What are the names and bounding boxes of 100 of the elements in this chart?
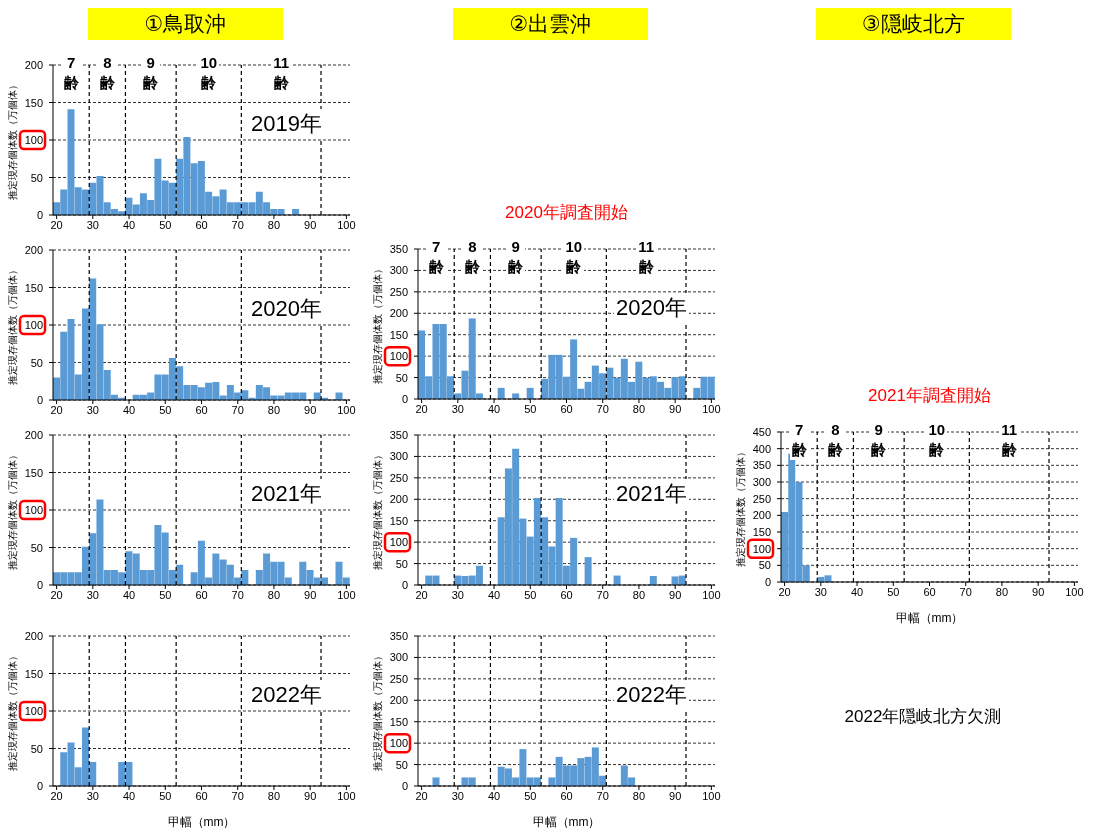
x-tick-label: 80 [267,588,281,601]
chart-title: ②出雲沖 [453,8,648,40]
x-tick-label: 100 [337,789,356,802]
y-tick-label: 0 [36,209,43,221]
y-tick-label: 100 [24,134,43,146]
x-axis-title: 甲幅（mm） [167,815,236,829]
x-tick-label: 30 [451,588,464,601]
x-tick-label: 20 [415,789,428,802]
y-axis-title: 推定現存個体数（万個体） [372,450,384,570]
y-tick-label: 400 [752,442,771,455]
x-tick-label: 20 [415,402,428,415]
x-tick-label: 70 [231,588,244,601]
x-tick-label: 50 [159,789,172,802]
y-tick-label: 100 [389,536,408,549]
annotation: 11 齢 [999,420,1020,460]
x-tick-label: 90 [304,789,317,802]
y-axis-title: 推定現存個体数（万個体） [7,651,19,771]
y-tick-label: 50 [30,356,43,369]
annotation: 10 齢 [198,53,220,93]
y-tick-label: 200 [752,509,771,522]
x-tick-label: 40 [487,402,501,415]
y-tick-label: 200 [24,59,43,71]
x-tick-label: 70 [596,402,609,415]
x-tick-label: 60 [560,789,573,802]
x-tick-label: 50 [524,588,537,601]
y-tick-label: 250 [752,492,771,505]
y-tick-label: 150 [24,281,43,294]
x-tick-label: 60 [195,218,208,231]
x-tick-label: 60 [195,403,208,416]
y-tick-label: 0 [36,579,43,591]
y-tick-label: 100 [24,705,43,717]
y-tick-label: 0 [36,394,43,406]
y-tick-label: 250 [389,285,408,298]
x-tick-label: 30 [814,585,827,598]
annotation: 9 齢 [141,53,161,93]
y-axis-title: 推定現存個体数（万個体） [7,265,19,385]
x-tick-label: 60 [923,585,936,598]
x-tick-label: 100 [702,588,721,601]
x-tick-label: 50 [887,585,900,598]
x-tick-label: 90 [304,588,317,601]
y-tick-label: 0 [401,393,408,405]
x-axis-title: 甲幅（mm） [895,611,964,625]
x-tick-label: 30 [451,789,464,802]
x-tick-label: 60 [195,588,208,601]
x-axis-title: 甲幅（mm） [532,815,601,829]
annotation: 10 齢 [926,420,948,460]
annotation: 7 齢 [789,420,809,460]
x-tick-label: 50 [159,588,172,601]
y-tick-label: 300 [389,651,408,664]
x-tick-label: 40 [487,588,501,601]
x-tick-label: 80 [267,403,281,416]
x-tick-label: 80 [632,588,646,601]
y-axis-title: 推定現存個体数（万個体） [735,447,747,567]
y-tick-label: 50 [758,559,771,572]
y-tick-label: 0 [401,579,408,591]
x-tick-label: 80 [267,218,281,231]
y-tick-label: 350 [752,459,771,472]
x-tick-label: 20 [50,218,63,231]
y-tick-label: 0 [36,780,43,792]
chart-title: ③隠岐北方 [816,8,1011,40]
x-tick-label: 100 [337,403,356,416]
x-tick-label: 80 [632,402,646,415]
x-tick-label: 90 [669,789,682,802]
annotation: 7 齢 [426,237,446,277]
y-tick-label: 300 [389,264,408,277]
x-tick-label: 100 [702,789,721,802]
annotation: 2020年 [614,293,689,323]
x-tick-label: 80 [267,789,281,802]
x-tick-label: 90 [304,403,317,416]
x-tick-label: 30 [86,403,99,416]
y-tick-label: 350 [389,243,408,255]
x-tick-label: 70 [596,588,609,601]
x-tick-label: 90 [304,218,317,231]
annotation: 9 齢 [869,420,889,460]
y-tick-label: 50 [395,371,408,384]
annotation: 2021年 [614,479,689,509]
annotation: 11 齢 [636,237,657,277]
x-tick-label: 100 [1065,585,1084,598]
y-tick-label: 200 [389,694,408,707]
y-tick-label: 200 [389,307,408,320]
annotation: 11 齢 [271,53,292,93]
x-tick-label: 90 [669,402,682,415]
annotation: 8 齢 [97,53,117,93]
x-tick-label: 40 [487,789,501,802]
x-tick-label: 70 [959,585,972,598]
x-tick-label: 80 [995,585,1009,598]
y-tick-label: 50 [30,742,43,755]
y-axis-title: 推定現存個体数（万個体） [372,264,384,384]
annotation: 7 齢 [61,53,81,93]
y-tick-label: 300 [752,476,771,488]
annotation: 2021年 [249,479,324,509]
y-tick-label: 200 [389,493,408,506]
x-tick-label: 50 [524,789,537,802]
y-tick-label: 50 [30,171,43,184]
annotation: 10 齢 [563,237,585,277]
x-tick-label: 40 [122,789,136,802]
x-tick-label: 70 [231,218,244,231]
y-tick-label: 0 [401,780,408,792]
y-tick-label: 150 [24,466,43,479]
y-axis-title: 推定現存個体数（万個体） [7,80,19,200]
